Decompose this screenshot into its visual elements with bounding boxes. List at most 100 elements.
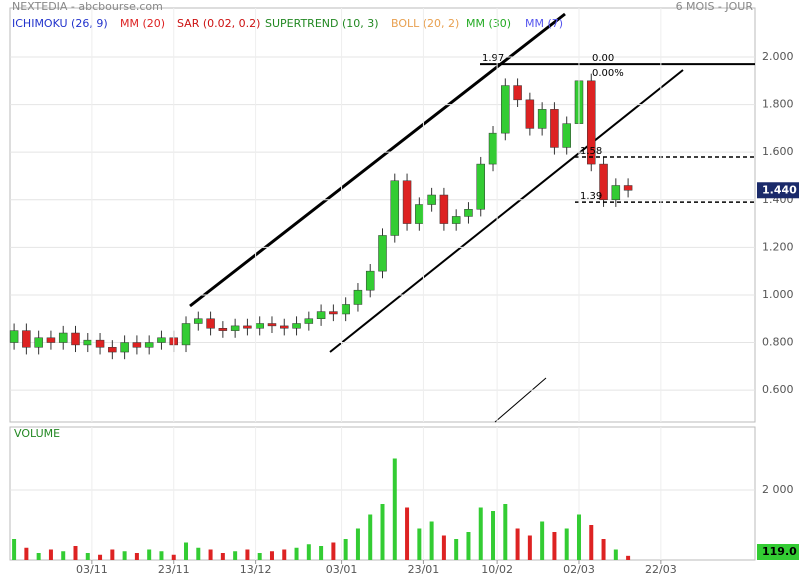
candle-body — [501, 85, 510, 134]
candle-body — [476, 163, 485, 210]
volume-bar — [306, 544, 311, 560]
candle-body — [218, 328, 228, 331]
level-note: 0.00 — [592, 53, 614, 64]
volume-title: VOLUME — [14, 427, 60, 440]
volume-bar — [441, 535, 446, 560]
volume-bar — [454, 539, 459, 560]
volume-bar — [331, 542, 336, 560]
x-tick-label: 03/11 — [76, 563, 108, 576]
volume-bar — [245, 549, 250, 560]
volume-bar — [343, 539, 348, 560]
candle-body — [525, 99, 535, 129]
candle-body — [439, 194, 449, 224]
trend-line — [329, 69, 684, 353]
x-tick-label: 22/03 — [645, 563, 677, 576]
volume-bar — [184, 542, 189, 560]
volume-bar — [48, 549, 53, 560]
volume-bar — [282, 549, 287, 560]
candle-body — [71, 332, 80, 346]
trend-line — [494, 377, 547, 423]
y-tick-label: 0.800 — [762, 336, 794, 349]
volume-bar — [171, 554, 176, 560]
candle-body — [9, 330, 19, 343]
volume-bar — [392, 458, 397, 560]
level-label: 1.58 — [580, 146, 602, 157]
legend-entry: MM (7) — [525, 17, 563, 30]
candle-body — [181, 323, 191, 346]
x-tick-label: 10/02 — [481, 563, 513, 576]
volume-bar — [196, 547, 201, 560]
legend-entry: SAR (0.02, 0.2) — [177, 17, 260, 30]
legend-entry: ICHIMOKU (26, 9) — [12, 17, 108, 30]
chart-title: NEXTEDIA - abcbourse.com — [12, 0, 163, 13]
candle-body — [157, 337, 166, 343]
candle-body — [230, 325, 240, 331]
candle-body — [464, 209, 473, 217]
candle-body — [120, 342, 129, 353]
candle-body — [365, 270, 375, 291]
volume-bar — [503, 504, 508, 560]
candle-body — [194, 318, 203, 324]
volume-bar — [319, 546, 324, 560]
volume-bar — [576, 514, 581, 560]
candle-body — [83, 339, 93, 346]
x-tick-label: 13/12 — [240, 563, 272, 576]
y-tick-label: 1.200 — [762, 240, 794, 253]
candle-body — [108, 347, 117, 353]
y-tick-label: 1.600 — [762, 145, 794, 158]
candle-body — [341, 304, 350, 315]
y-tick-label: 2 000 — [762, 483, 794, 496]
candle-body — [58, 332, 68, 343]
candle-body — [513, 85, 522, 101]
candle-body — [427, 194, 436, 205]
volume-bar — [515, 528, 520, 560]
candle-body — [451, 216, 461, 224]
x-tick-label: 23/11 — [158, 563, 190, 576]
volume-bar — [380, 504, 385, 560]
candle-body — [329, 311, 338, 315]
candle-body — [316, 311, 326, 319]
candle-body — [95, 339, 105, 348]
volume-bar — [552, 532, 557, 560]
candle-body — [415, 204, 424, 224]
candle-body — [255, 323, 264, 329]
chart-subtitle: 6 MOIS - JOUR — [676, 0, 754, 13]
volume-bar — [159, 551, 164, 560]
volume-bar — [613, 549, 618, 560]
volume-bar — [540, 521, 545, 560]
last-volume-box — [757, 544, 799, 560]
candle-body — [550, 109, 559, 148]
x-tick-label: 02/03 — [563, 563, 595, 576]
volume-bar — [564, 528, 569, 560]
candle-body — [562, 123, 571, 148]
candle-body — [267, 323, 277, 327]
candle-body — [402, 180, 412, 224]
volume-bar — [110, 549, 115, 560]
legend-entry: MM (30) — [466, 17, 511, 30]
y-tick-label: 1.000 — [762, 288, 794, 301]
last-volume-label: 119.0 — [762, 545, 797, 558]
y-tick-label: 1.800 — [762, 98, 794, 111]
volume-bar — [294, 547, 299, 560]
candle-body — [537, 109, 547, 129]
trend-line — [189, 12, 566, 308]
volume-bar — [36, 553, 41, 560]
candle-body — [206, 318, 215, 329]
y-tick-label: 0.600 — [762, 383, 794, 396]
volume-bar — [122, 551, 127, 560]
x-tick-label: 23/01 — [408, 563, 440, 576]
legend-entry: SUPERTREND (10, 3) — [265, 17, 379, 30]
volume-bar — [98, 554, 103, 560]
volume-bar — [220, 553, 225, 560]
level-note: 0.00% — [592, 68, 624, 79]
volume-bar — [73, 546, 78, 560]
candle-body — [243, 325, 252, 329]
candle-body — [304, 318, 314, 324]
volume-bar — [12, 539, 17, 560]
volume-bar — [24, 547, 29, 560]
candle-body — [280, 325, 289, 329]
volume-bar — [429, 521, 434, 560]
volume-bar — [208, 549, 213, 560]
